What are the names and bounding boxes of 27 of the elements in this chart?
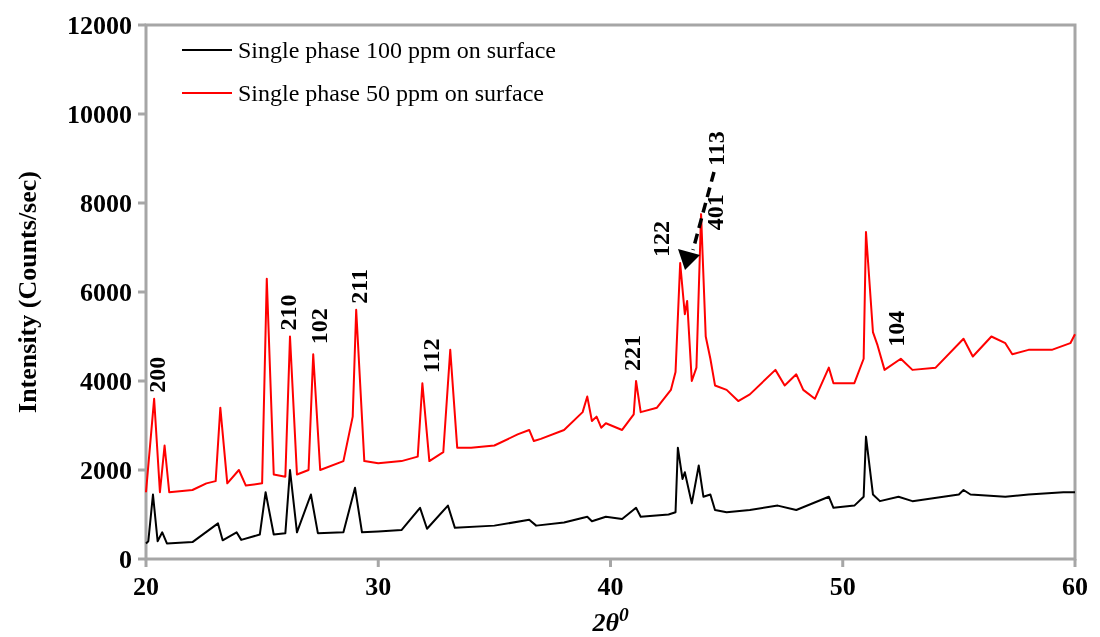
x-tick-label: 40 (597, 572, 624, 601)
annotation: 122 (647, 221, 674, 258)
annotation: 104 (883, 310, 910, 347)
annotation: 401 (702, 194, 729, 231)
y-tick-label: 10000 (67, 100, 132, 130)
annotation: 112 (417, 338, 444, 374)
annotation: 211 (345, 269, 372, 304)
x-tick-label: 50 (829, 572, 856, 601)
annotation: 113 (703, 131, 730, 166)
x-tick-label: 60 (1062, 572, 1088, 601)
y-tick-label: 2000 (80, 456, 132, 486)
y-tick-label: 12000 (67, 11, 132, 41)
y-tick-label: 4000 (80, 367, 132, 397)
legend-label: Single phase 50 ppm on surface (238, 80, 544, 107)
annotation: 221 (619, 335, 646, 371)
annotation: 210 (275, 294, 302, 331)
y-tick-label: 8000 (80, 189, 132, 219)
annotation: 200 (143, 356, 170, 393)
x-tick-label: 20 (133, 572, 159, 601)
legend-label: Single phase 100 ppm on surface (238, 37, 556, 64)
line-series (145, 435, 1076, 545)
y-tick-label: 6000 (80, 278, 132, 308)
y-axis-title: Intensity (Counts/sec) (13, 171, 42, 413)
y-tick-label: 0 (119, 545, 132, 575)
annotation: 102 (305, 308, 332, 345)
x-tick-label: 30 (365, 572, 392, 601)
x-axis-title: 2θ$^{0}$ (591, 603, 629, 637)
